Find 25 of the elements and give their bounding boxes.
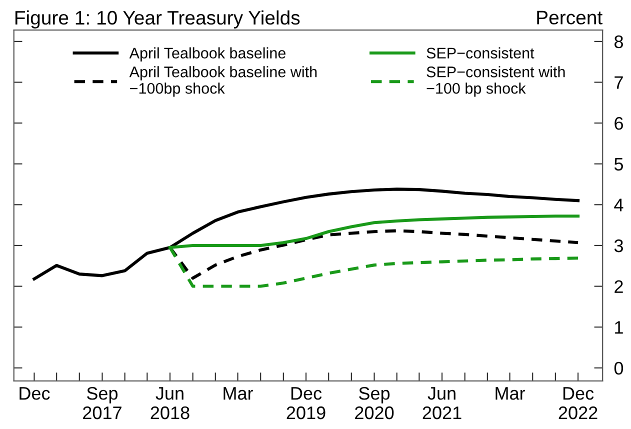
y-tick-label: 1 [615, 321, 623, 334]
y-tick-label: 5 [614, 158, 623, 171]
y-tick-label: 0 [614, 362, 624, 375]
x-tick-label: Jun 2018 [150, 387, 190, 420]
y-tick-label: 8 [614, 35, 623, 48]
y-tick-label: 6 [614, 117, 623, 130]
x-tick-label: Sep 2020 [355, 386, 394, 420]
chart-title: Figure 1: 10 Year Treasury Yields [15, 10, 300, 29]
x-tick-label: Mar [224, 387, 254, 400]
y-tick-label: 2 [614, 280, 623, 293]
y-tick-label: 7 [614, 76, 623, 89]
y-axis-title: Percent [537, 10, 602, 24]
x-tick-label: Mar [496, 387, 526, 400]
legend-label: April Tealbook baseline with −100bp shock [129, 66, 317, 97]
x-tick-label: Jun 2021 [422, 387, 462, 420]
line-series [32, 188, 580, 280]
y-tick-label: 4 [614, 198, 624, 212]
x-tick-label: Dec 2019 [286, 387, 326, 420]
x-tick-label: Dec 2022 [558, 387, 598, 420]
legend-label: SEP−consistent [426, 47, 534, 59]
x-tick-label: Dec [20, 387, 50, 400]
x-tick-label: Sep 2017 [83, 386, 122, 420]
legend-label: April Tealbook baseline [129, 47, 286, 62]
y-tick-label: 3 [614, 239, 623, 252]
legend-label: SEP−consistent with −100 bp shock [426, 66, 565, 97]
